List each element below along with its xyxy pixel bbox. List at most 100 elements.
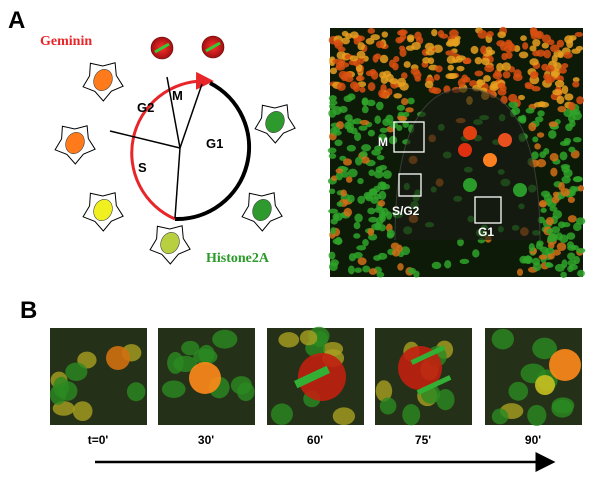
nucleus	[376, 101, 384, 111]
nucleus	[536, 158, 547, 168]
nucleus	[424, 80, 434, 89]
nucleus	[541, 42, 549, 49]
time-label: 60'	[307, 433, 323, 447]
nucleus	[399, 45, 406, 51]
nucleus	[386, 232, 394, 239]
nucleus	[368, 188, 378, 196]
nucleus	[457, 78, 466, 88]
nucleus	[392, 248, 400, 257]
nucleus	[496, 62, 504, 72]
phase-label: M	[172, 88, 183, 103]
time-label: 30'	[198, 433, 214, 447]
nucleus	[49, 384, 67, 405]
nucleus	[359, 150, 368, 159]
nucleus	[577, 185, 585, 192]
nucleus	[485, 46, 493, 54]
phase-label: S	[138, 160, 147, 175]
nucleus	[529, 45, 537, 52]
nucleus	[561, 63, 569, 69]
geminin-label: Geminin	[40, 34, 92, 49]
nucleus	[425, 49, 435, 56]
nucleus	[360, 156, 370, 164]
nucleus	[399, 82, 409, 91]
nucleus	[382, 170, 392, 179]
nucleus	[378, 224, 386, 232]
nucleus	[378, 133, 387, 141]
nucleus	[361, 97, 369, 106]
nucleus	[347, 194, 355, 203]
nucleus	[484, 64, 495, 73]
nucleus	[359, 86, 366, 93]
nucleus	[368, 169, 375, 177]
nucleus	[518, 94, 525, 101]
nucleus	[424, 42, 435, 51]
nucleus	[497, 88, 507, 96]
nucleus	[544, 76, 552, 84]
nucleus	[332, 213, 340, 221]
nucleus	[370, 34, 381, 41]
nucleus	[328, 251, 336, 260]
nucleus	[161, 380, 186, 398]
nucleus	[447, 38, 457, 47]
nucleus	[457, 238, 464, 247]
nucleus	[402, 111, 410, 118]
nucleus	[343, 71, 353, 78]
nucleus	[546, 228, 554, 235]
nucleus	[356, 50, 366, 59]
nucleus	[574, 31, 584, 38]
nucleus	[181, 340, 200, 356]
nucleus	[333, 39, 342, 47]
nucleus	[529, 58, 539, 66]
nucleus	[508, 101, 519, 109]
nucleus	[126, 382, 146, 402]
nucleus	[534, 143, 541, 150]
roi-box	[398, 173, 422, 197]
nucleus	[501, 62, 511, 71]
nucleus	[525, 84, 535, 90]
nucleus	[543, 49, 552, 59]
micrograph-label: M	[378, 135, 388, 149]
nucleus	[343, 207, 353, 217]
nucleus	[376, 271, 385, 278]
nucleus	[428, 86, 438, 94]
nucleus	[491, 328, 514, 350]
nucleus	[458, 143, 472, 157]
nucleus	[379, 91, 389, 99]
nucleus	[377, 252, 388, 260]
nucleus	[522, 42, 529, 50]
nucleus	[561, 222, 571, 228]
nucleus	[433, 74, 441, 81]
nucleus	[377, 181, 387, 190]
nucleus	[381, 31, 389, 38]
nucleus	[365, 37, 375, 45]
nucleus	[343, 95, 353, 103]
nucleus	[498, 133, 512, 147]
nucleus	[353, 233, 361, 239]
nucleus	[572, 81, 580, 88]
nucleus	[389, 78, 399, 85]
nucleus	[330, 227, 337, 235]
nucleus	[347, 265, 355, 275]
nucleus	[270, 403, 293, 425]
nucleus	[367, 129, 375, 137]
nucleus	[532, 39, 541, 47]
nucleus	[382, 70, 392, 78]
chromosomes	[205, 41, 221, 53]
panel-label: A	[8, 7, 25, 34]
nucleus	[561, 85, 569, 95]
nucleus	[556, 242, 567, 252]
nucleus	[531, 151, 539, 160]
nucleus	[397, 263, 404, 271]
nucleus	[356, 245, 367, 251]
nucleus	[520, 35, 527, 42]
nucleus	[345, 176, 353, 183]
nucleus	[439, 33, 449, 39]
nucleus	[334, 236, 343, 246]
nucleus	[329, 67, 338, 75]
nucleus	[431, 261, 442, 270]
nucleus	[497, 31, 507, 39]
nucleus	[447, 64, 455, 71]
nucleus	[357, 257, 367, 266]
nucleus	[347, 168, 358, 178]
